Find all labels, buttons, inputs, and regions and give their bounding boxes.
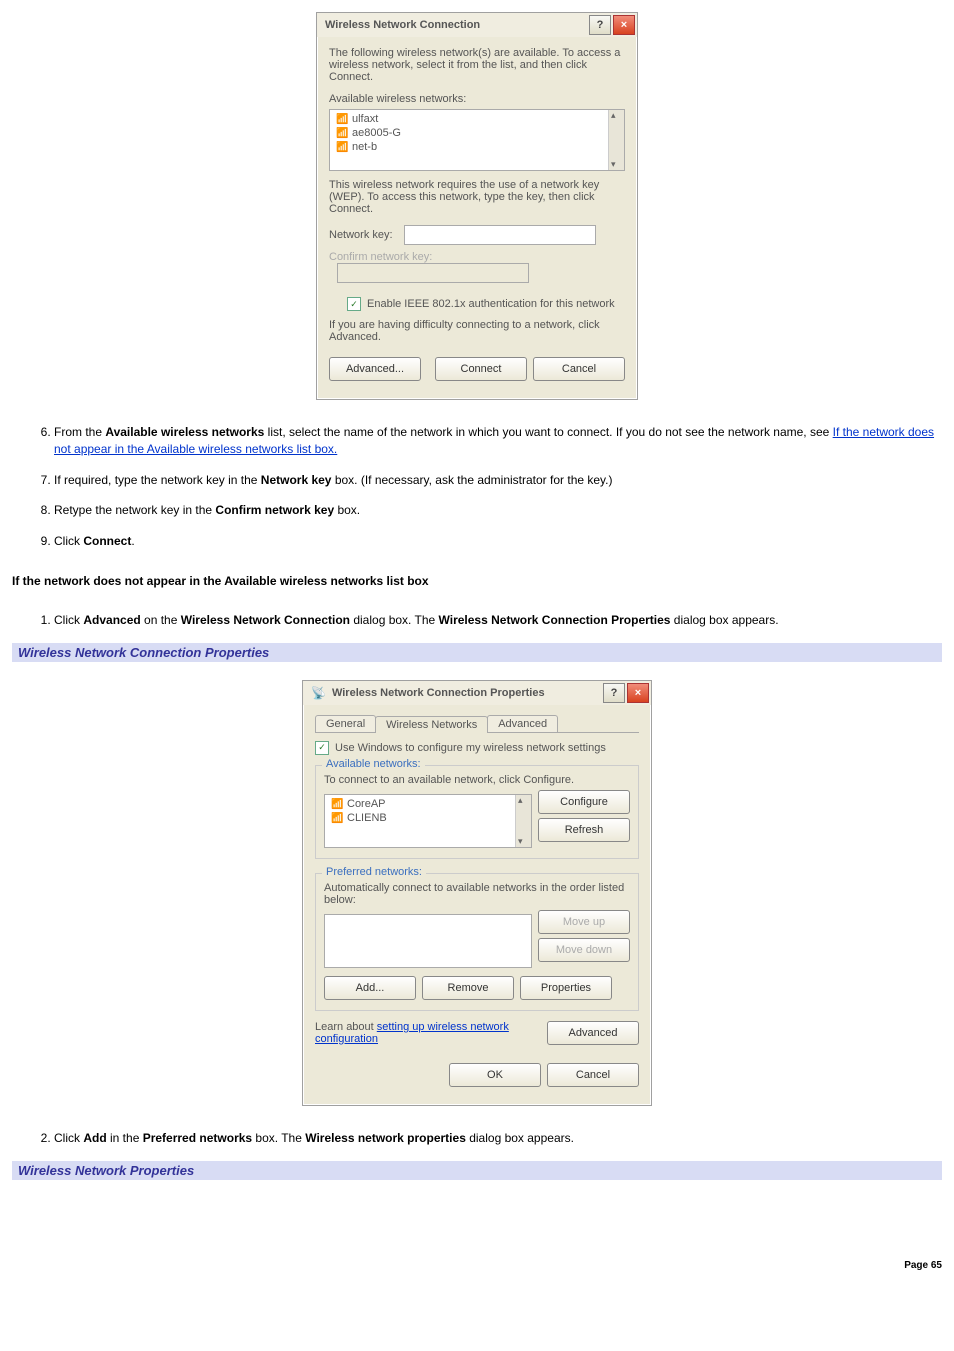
advanced2-button[interactable]: Advanced	[547, 1021, 639, 1045]
preferred-networks-group-label: Preferred networks:	[322, 866, 426, 878]
use-windows-label: Use Windows to configure my wireless net…	[335, 742, 606, 754]
instruction-list-a: From the Available wireless networks lis…	[12, 424, 942, 550]
signal-icon	[336, 141, 346, 153]
tab-wireless-networks[interactable]: Wireless Networks	[375, 716, 488, 733]
list-item[interactable]: net-b	[332, 140, 622, 154]
ok-button[interactable]: OK	[449, 1063, 541, 1087]
step-c2: Click Add in the Preferred networks box.…	[54, 1130, 942, 1147]
preferred-text: Automatically connect to available netwo…	[324, 882, 630, 906]
advanced-help-text: If you are having difficulty connecting …	[329, 319, 625, 343]
refresh-button[interactable]: Refresh	[538, 818, 630, 842]
subhead-properties: Wireless Network Connection Properties	[12, 643, 942, 662]
subhead-wireless-props: Wireless Network Properties	[12, 1161, 942, 1180]
use-windows-checkbox[interactable]: ✓	[315, 741, 329, 755]
help-icon[interactable]: ?	[589, 15, 611, 35]
remove-button[interactable]: Remove	[422, 976, 514, 1000]
configure-button[interactable]: Configure	[538, 790, 630, 814]
instruction-list-c: Click Add in the Preferred networks box.…	[12, 1130, 942, 1147]
scrollbar[interactable]	[608, 110, 624, 170]
step-7: If required, type the network key in the…	[54, 472, 942, 489]
tab-general[interactable]: General	[315, 715, 376, 732]
page-number: Page 65	[12, 1260, 942, 1271]
ieee-checkbox[interactable]: ✓	[347, 297, 361, 311]
scrollbar[interactable]	[515, 795, 531, 847]
advanced-button[interactable]: Advanced...	[329, 357, 421, 381]
confirm-key-input	[337, 263, 529, 283]
list-item[interactable]: ae8005-G	[332, 126, 622, 140]
preferred-networks-list[interactable]	[324, 914, 532, 968]
step-8: Retype the network key in the Confirm ne…	[54, 502, 942, 519]
wireless-properties-dialog: 📡 Wireless Network Connection Properties…	[302, 680, 652, 1106]
list-item[interactable]: CoreAP	[327, 797, 529, 811]
tab-advanced[interactable]: Advanced	[487, 715, 558, 732]
signal-icon	[336, 127, 346, 139]
instruction-list-b: Click Advanced on the Wireless Network C…	[12, 612, 942, 629]
properties-button[interactable]: Properties	[520, 976, 612, 1000]
move-up-button: Move up	[538, 910, 630, 934]
available-text: To connect to an available network, clic…	[324, 774, 630, 786]
signal-icon	[336, 113, 346, 125]
signal-icon	[331, 798, 341, 810]
network-key-label: Network key:	[329, 229, 393, 241]
step-b1: Click Advanced on the Wireless Network C…	[54, 612, 942, 629]
close-icon[interactable]: ×	[613, 15, 635, 35]
network-name: ae8005-G	[352, 127, 401, 139]
help-icon[interactable]: ?	[603, 683, 625, 703]
network-key-input[interactable]	[404, 225, 596, 245]
section-title: If the network does not appear in the Av…	[12, 574, 942, 588]
close-icon[interactable]: ×	[627, 683, 649, 703]
add-button[interactable]: Add...	[324, 976, 416, 1000]
step-6: From the Available wireless networks lis…	[54, 424, 942, 458]
move-down-button: Move down	[538, 938, 630, 962]
list-item[interactable]: CLIENB	[327, 811, 529, 825]
step-9: Click Connect.	[54, 533, 942, 550]
dialog1-intro: The following wireless network(s) are av…	[329, 47, 625, 83]
dialog1-title: Wireless Network Connection	[325, 19, 480, 31]
ieee-label: Enable IEEE 802.1x authentication for th…	[367, 298, 615, 310]
available-networks-listbox[interactable]: ulfaxt ae8005-G net-b	[329, 109, 625, 171]
network-icon: 📡	[311, 686, 326, 700]
network-name: net-b	[352, 141, 377, 153]
dialog2-title: Wireless Network Connection Properties	[332, 687, 545, 699]
signal-icon	[331, 812, 341, 824]
confirm-key-label: Confirm network key:	[329, 251, 432, 263]
cancel-button[interactable]: Cancel	[533, 357, 625, 381]
network-name: CLIENB	[347, 812, 387, 824]
tabs: General Wireless Networks Advanced	[315, 715, 639, 733]
network-name: ulfaxt	[352, 113, 378, 125]
available-networks-list[interactable]: CoreAP CLIENB	[324, 794, 532, 848]
dialog2-titlebar: 📡 Wireless Network Connection Properties…	[303, 681, 651, 705]
wireless-network-connection-dialog: Wireless Network Connection ? × The foll…	[316, 12, 638, 400]
dialog1-titlebar: Wireless Network Connection ? ×	[317, 13, 637, 37]
cancel2-button[interactable]: Cancel	[547, 1063, 639, 1087]
wep-text: This wireless network requires the use o…	[329, 179, 625, 215]
list-item[interactable]: ulfaxt	[332, 112, 622, 126]
connect-button[interactable]: Connect	[435, 357, 527, 381]
available-networks-label: Available wireless networks:	[329, 93, 625, 105]
network-name: CoreAP	[347, 798, 386, 810]
available-networks-group-label: Available networks:	[322, 758, 425, 770]
